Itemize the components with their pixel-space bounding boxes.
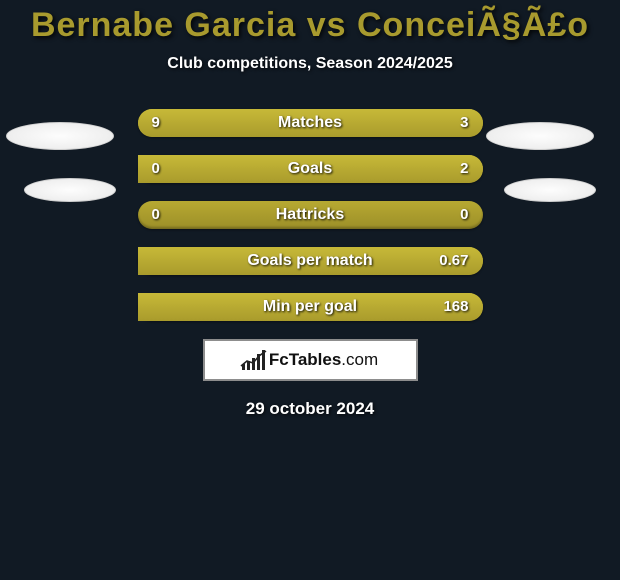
player-placeholder [504, 178, 596, 202]
bar-right-fill [138, 155, 483, 183]
value-right: 0.67 [439, 247, 468, 275]
value-right: 2 [460, 155, 468, 183]
value-left: 0 [152, 155, 160, 183]
stat-row: 0 0 Hattricks [138, 201, 483, 229]
stat-row: 168 Min per goal [138, 293, 483, 321]
page-title: Bernabe Garcia vs ConceiÃ§Ã£o [0, 0, 620, 45]
bar-right-fill [396, 109, 482, 137]
stat-row: 0 2 Goals [138, 155, 483, 183]
bar-left-fill [138, 109, 397, 137]
brand-box[interactable]: FcTables.com [203, 339, 418, 381]
stat-row: 9 3 Matches [138, 109, 483, 137]
player-placeholder [6, 122, 114, 150]
value-right: 0 [460, 201, 468, 229]
bar-track [138, 201, 483, 229]
player-placeholder [486, 122, 594, 150]
brand-chart-icon [242, 350, 265, 370]
stat-row: 0.67 Goals per match [138, 247, 483, 275]
subtitle: Club competitions, Season 2024/2025 [0, 55, 620, 73]
player-placeholder [24, 178, 116, 202]
bar-right-fill [138, 247, 483, 275]
value-left: 0 [152, 201, 160, 229]
brand-text: FcTables.com [269, 350, 378, 370]
value-right: 3 [460, 109, 468, 137]
value-left: 9 [152, 109, 160, 137]
date-label: 29 october 2024 [0, 399, 620, 419]
bar-right-fill [138, 293, 483, 321]
value-right: 168 [443, 293, 468, 321]
